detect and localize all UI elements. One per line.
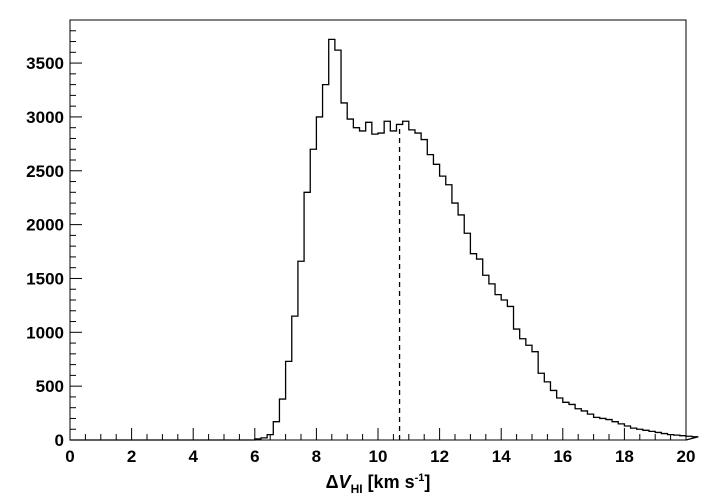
x-tick-label: 0 [65, 447, 74, 466]
histogram-series [70, 38, 699, 441]
y-tick-label: 2000 [26, 216, 64, 235]
y-tick-label: 3000 [26, 108, 64, 127]
x-axis-title-delta: Δ [326, 472, 339, 492]
x-axis-tick-labels: 0 2 4 6 8 10 12 14 16 18 20 [65, 447, 695, 466]
y-tick-label: 2500 [26, 162, 64, 181]
x-tick-label: 2 [127, 447, 136, 466]
y-tick-label: 3500 [26, 54, 64, 73]
plot-frame [69, 19, 687, 441]
x-axis-title-sup: -1 [415, 472, 425, 484]
y-tick-label: 500 [36, 377, 64, 396]
x-tick-label: 20 [677, 447, 696, 466]
x-tick-label: 10 [369, 447, 388, 466]
y-tick-label: 1000 [26, 323, 64, 342]
x-tick-label: 6 [250, 447, 259, 466]
x-axis-title-v: V [339, 472, 353, 492]
x-axis-title-unit-start: [km s [363, 472, 415, 492]
x-tick-label: 16 [553, 447, 572, 466]
x-tick-label: 4 [188, 447, 198, 466]
y-tick-label: 0 [55, 431, 64, 450]
x-axis-ticks [69, 428, 687, 440]
y-tick-label: 1500 [26, 269, 64, 288]
x-axis-title-unit-end: ] [424, 472, 430, 492]
x-axis-title: ΔVHI [km s-1] [326, 472, 431, 496]
x-axis-title-sub: HI [351, 482, 363, 496]
y-axis-ticks [70, 19, 82, 441]
x-tick-label: 12 [430, 447, 449, 466]
x-tick-label: 18 [615, 447, 634, 466]
x-tick-label: 14 [492, 447, 511, 466]
x-tick-label: 8 [312, 447, 321, 466]
y-axis-tick-labels: 0 500 1000 1500 2000 2500 3000 3500 [26, 54, 64, 450]
